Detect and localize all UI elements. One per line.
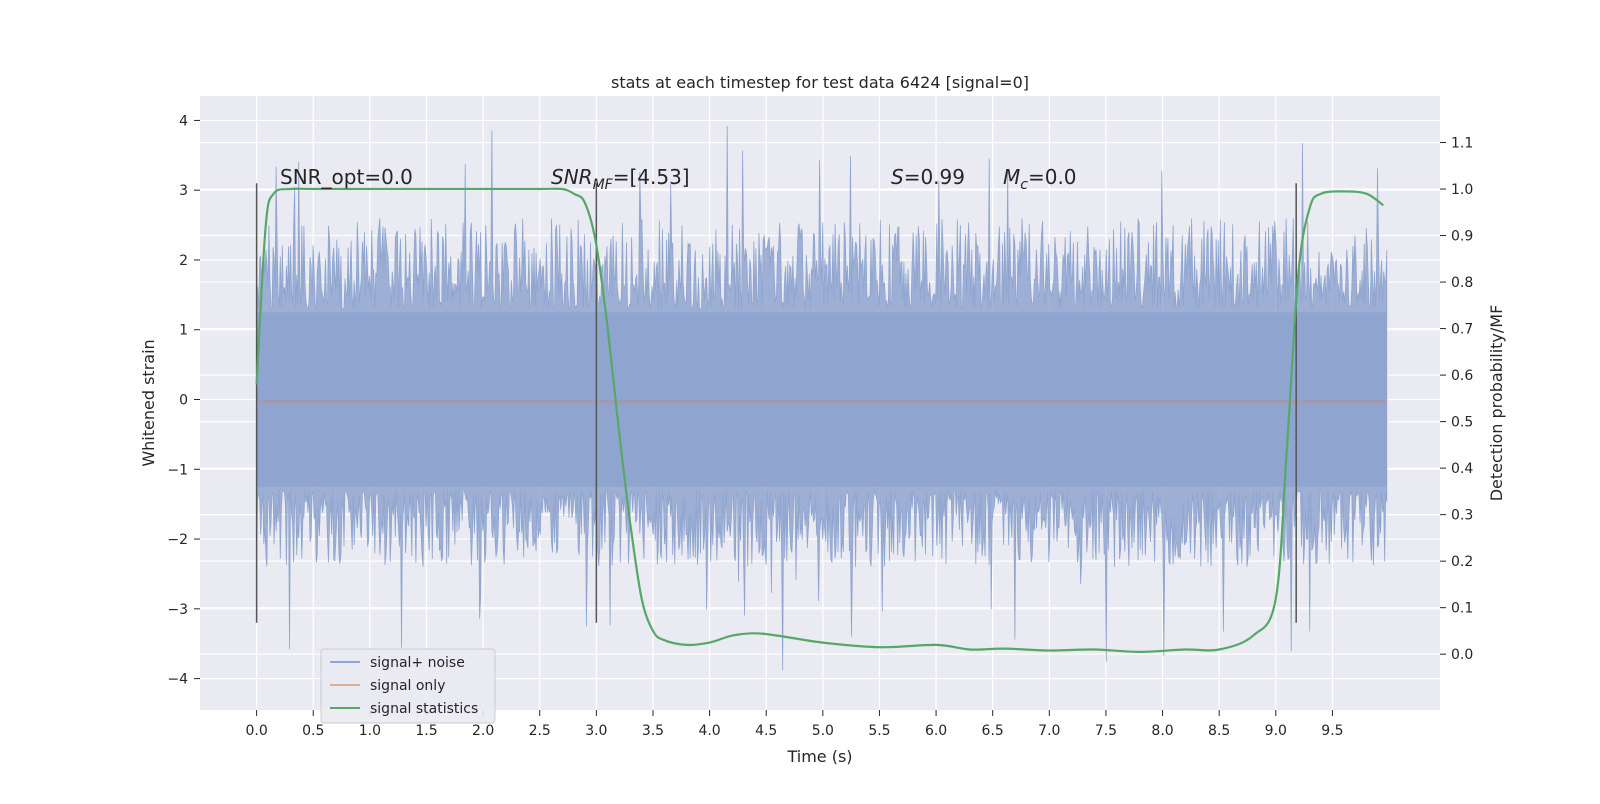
y-tick-label-right: 1.1 <box>1451 136 1473 152</box>
annotation-snr-mf: SNRMF=[4.53] <box>551 165 690 193</box>
y-axis-label-left: Whitened strain <box>139 339 158 466</box>
annotation-mc: Mc=0.0 <box>1003 165 1077 193</box>
x-tick-label: 2.5 <box>529 723 551 739</box>
x-tick-label: 0.5 <box>302 723 324 739</box>
chart-title: stats at each timestep for test data 642… <box>611 73 1029 92</box>
legend-box <box>320 648 496 724</box>
y-tick-label-left: 0 <box>179 393 188 409</box>
y-axis-label-right: Detection probability/MF <box>1487 305 1506 502</box>
y-tick-label-left: 3 <box>179 183 188 199</box>
x-tick-label: 6.5 <box>982 723 1004 739</box>
annotation-s: S=0.99 <box>891 165 965 189</box>
annotation-snr-opt: SNR_opt=0.0 <box>280 165 413 189</box>
y-tick-label-right: 0.3 <box>1451 508 1473 524</box>
x-tick-label: 8.5 <box>1208 723 1230 739</box>
y-tick-label-right: 0.5 <box>1451 415 1473 431</box>
y-tick-label-right: 0.9 <box>1451 229 1473 245</box>
series-signal-statistics <box>255 187 1385 654</box>
y-tick-label-left: 2 <box>179 253 188 269</box>
legend: signal+ noise signal only signal statist… <box>320 648 496 724</box>
y-tick-label-left: −4 <box>167 672 188 688</box>
y-tick-label-left: −2 <box>167 532 188 548</box>
vertical-markers <box>255 183 1297 623</box>
x-tick-label: 3.0 <box>585 723 607 739</box>
signal-statistics-line <box>255 187 1385 654</box>
y-tick-label-right: 0.7 <box>1451 322 1473 338</box>
y-tick-label-right: 0.2 <box>1451 554 1473 570</box>
x-tick-label: 7.5 <box>1095 723 1117 739</box>
x-tick-label: 5.0 <box>812 723 834 739</box>
x-tick-label: 9.0 <box>1265 723 1287 739</box>
y-tick-label-left: −3 <box>167 602 188 618</box>
x-tick-label: 5.5 <box>868 723 890 739</box>
y-tick-label-left: −1 <box>167 462 188 478</box>
y-ticks-left: −4 −3 −2 −1 0 1 2 3 4 <box>167 113 200 688</box>
y-tick-label-left: 4 <box>179 113 188 129</box>
x-tick-label: 2.0 <box>472 723 494 739</box>
y-ticks-right: 0.0 0.1 0.2 0.3 0.4 0.5 0.6 0.7 0.8 0.9 1.0 1.1 <box>1440 136 1473 663</box>
x-tick-label: 4.5 <box>755 723 777 739</box>
x-tick-label: 9.5 <box>1321 723 1343 739</box>
x-axis-label: Time (s) <box>786 747 852 766</box>
y-tick-label-left: 1 <box>179 323 188 339</box>
y-tick-label-right: 0.1 <box>1451 601 1473 617</box>
noise-lower-spikes <box>256 399 1388 671</box>
y-tick-label-right: 0.6 <box>1451 368 1473 384</box>
legend-label-stats: signal statistics <box>370 701 478 717</box>
y-tick-label-right: 1.0 <box>1451 182 1473 198</box>
x-tick-label: 1.5 <box>415 723 437 739</box>
y-tick-label-right: 0.8 <box>1451 275 1473 291</box>
x-tick-label: 8.0 <box>1151 723 1173 739</box>
x-tick-label: 1.0 <box>359 723 381 739</box>
noise-upper-spikes <box>256 125 1388 400</box>
x-ticks: 0.0 0.5 1.0 1.5 2.0 2.5 3.0 3.5 4.0 4.5 5.0 5.5 6.0 6… <box>245 710 1344 739</box>
series-signal-noise <box>256 125 1388 671</box>
y-tick-label-right: 0.0 <box>1451 647 1473 663</box>
x-tick-label: 0.0 <box>245 723 267 739</box>
x-tick-label: 3.5 <box>642 723 664 739</box>
x-tick-label: 7.0 <box>1038 723 1060 739</box>
legend-label-signal-only: signal only <box>370 678 445 694</box>
x-tick-label: 4.0 <box>698 723 720 739</box>
legend-label-noise: signal+ noise <box>370 655 465 671</box>
y-tick-label-right: 0.4 <box>1451 461 1473 477</box>
x-tick-label: 6.0 <box>925 723 947 739</box>
